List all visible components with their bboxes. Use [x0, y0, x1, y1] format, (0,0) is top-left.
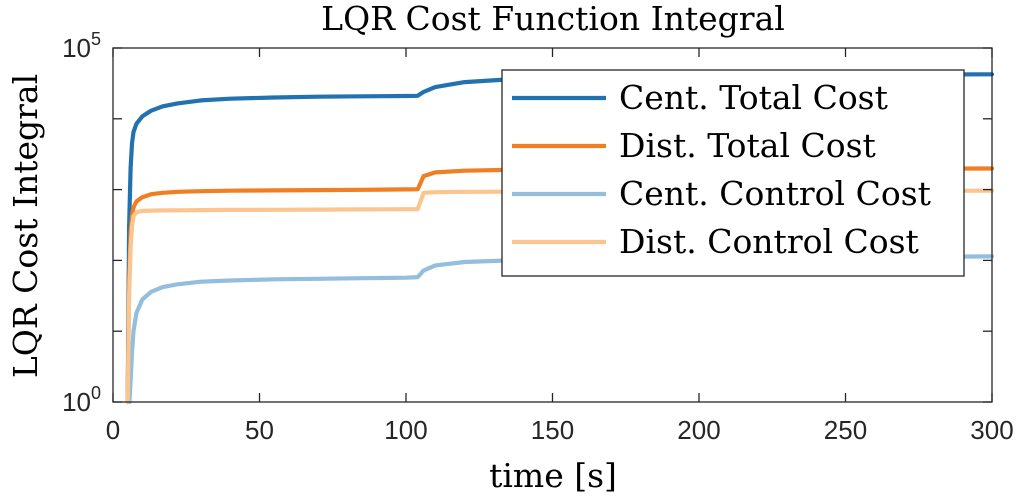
chart-title: LQR Cost Function Integral — [321, 0, 785, 38]
y-ticks: 100 105 — [62, 29, 101, 417]
legend-label-1: Cent. Total Cost — [619, 78, 888, 117]
y-axis-label: LQR Cost Integral — [6, 74, 45, 378]
x-tick-label: 150 — [531, 415, 574, 445]
y-tick-label: 100 — [62, 383, 101, 417]
x-tick-label: 300 — [970, 415, 1013, 445]
x-tick-label: 200 — [677, 415, 720, 445]
x-tick-label: 50 — [245, 415, 274, 445]
legend-label-4: Dist. Control Cost — [619, 222, 919, 261]
y-tick-label: 105 — [62, 29, 101, 63]
legend: Cent. Total Cost Dist. Total Cost Cent. Co… — [501, 69, 965, 277]
x-tick-label: 0 — [106, 415, 120, 445]
x-ticks: 0 50 100 150 200 250 300 — [106, 48, 1014, 445]
legend-label-2: Dist. Total Cost — [619, 126, 876, 165]
x-tick-label: 100 — [384, 415, 427, 445]
x-axis-label: time [s] — [489, 456, 617, 495]
legend-label-3: Cent. Control Cost — [619, 174, 931, 213]
x-tick-label: 250 — [824, 415, 867, 445]
series-line-3 — [127, 254, 995, 405]
y-minor-ticks — [113, 47, 992, 403]
